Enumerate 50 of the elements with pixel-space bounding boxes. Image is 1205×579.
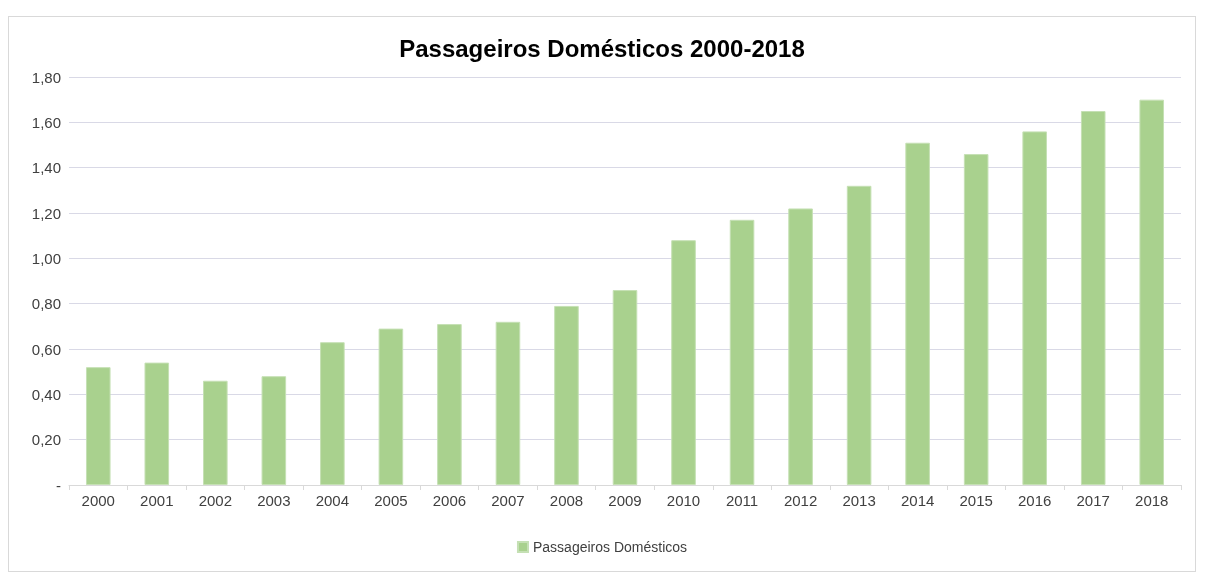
x-tick-label: 2015 <box>959 492 993 509</box>
x-tick-label: 2011 <box>725 492 759 509</box>
y-tick-label: 0,60 <box>31 340 61 358</box>
bar <box>788 208 813 485</box>
x-tick-label: 2002 <box>198 492 232 509</box>
x-tick-label: 2010 <box>666 492 701 509</box>
bar <box>437 324 462 485</box>
x-tick-label: 2000 <box>81 492 115 509</box>
y-tick-label: 0,80 <box>31 295 61 313</box>
bar <box>846 185 872 485</box>
chart-title: Passageiros Domésticos 2000-2018 <box>399 34 805 62</box>
y-tick-label: 0,40 <box>31 385 61 403</box>
x-tick-label: 2009 <box>608 492 642 509</box>
y-tick-label: 1,60 <box>31 113 61 131</box>
bar <box>85 367 111 485</box>
bar <box>671 240 696 485</box>
x-tick-label: 2001 <box>140 492 174 509</box>
bar <box>554 305 579 485</box>
bar <box>378 328 404 485</box>
x-tick-label: 2012 <box>783 492 818 509</box>
legend-label: Passageiros Domésticos <box>532 539 688 555</box>
x-tick-label: 2013 <box>842 492 876 509</box>
bar <box>729 219 755 485</box>
bar <box>1022 131 1047 485</box>
x-tick-label: 2014 <box>900 492 935 509</box>
y-tick-label: 0,20 <box>31 431 61 449</box>
x-tick-label: 2007 <box>491 492 525 509</box>
x-tick-label: 2006 <box>432 492 467 509</box>
y-tick-label: 1,00 <box>31 249 61 267</box>
bar <box>963 154 989 485</box>
x-tick-label: 2017 <box>1076 492 1110 509</box>
y-tick-label: 1,80 <box>31 68 61 86</box>
bar <box>612 290 638 485</box>
bar <box>320 342 345 485</box>
bar <box>495 321 521 485</box>
bar <box>1080 111 1106 485</box>
x-tick-label: 2004 <box>315 492 350 509</box>
x-tick-label: 2008 <box>549 492 584 509</box>
x-tick-label: 2016 <box>1018 492 1052 509</box>
bar <box>1139 99 1165 485</box>
y-tick-label: - <box>56 476 61 494</box>
bar <box>203 380 228 485</box>
y-tick-label: 1,20 <box>31 204 61 222</box>
y-tick-label: 1,40 <box>31 159 61 177</box>
x-tick-label: 2005 <box>374 492 408 509</box>
bar <box>905 142 930 485</box>
x-tick-label: 2018 <box>1135 492 1169 509</box>
bar <box>144 362 170 485</box>
bar <box>261 376 287 485</box>
x-tick-label: 2003 <box>257 492 291 509</box>
